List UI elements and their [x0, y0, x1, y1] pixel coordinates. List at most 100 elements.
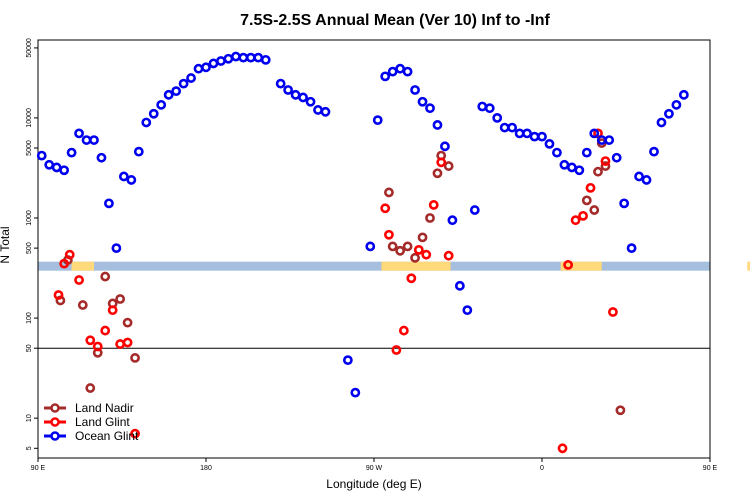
point-land-nadir — [77, 300, 88, 310]
point-ocean-glint — [507, 122, 518, 133]
point-land-glint — [384, 229, 394, 240]
point-land-nadir — [115, 294, 126, 304]
point-ocean-glint — [133, 146, 144, 157]
point-ocean-glint — [454, 280, 465, 291]
point-land-glint — [74, 275, 84, 285]
point-land-nadir — [432, 168, 443, 179]
legend-label-land-nadir: Land Nadir — [75, 401, 134, 415]
point-ocean-glint — [469, 205, 480, 215]
point-ocean-glint — [395, 63, 406, 74]
point-land-glint — [85, 335, 96, 346]
point-ocean-glint — [566, 162, 577, 173]
point-ocean-glint — [432, 120, 443, 130]
point-ocean-glint — [59, 165, 70, 176]
y-axis-label: N Total — [0, 226, 12, 263]
point-ocean-glint — [440, 141, 450, 152]
land-band-segment — [747, 261, 750, 271]
point-ocean-glint — [641, 175, 652, 185]
point-land-nadir — [443, 161, 454, 171]
point-ocean-glint — [66, 147, 77, 158]
point-land-glint — [59, 258, 70, 269]
point-land-nadir — [130, 353, 140, 363]
point-land-glint — [391, 345, 402, 355]
point-ocean-glint — [36, 150, 47, 161]
point-ocean-glint — [96, 152, 107, 163]
point-land-glint — [421, 249, 432, 260]
point-land-glint — [557, 443, 568, 454]
point-land-glint — [406, 273, 417, 284]
point-land-nadir — [600, 161, 611, 171]
point-ocean-glint — [350, 387, 361, 398]
point-ocean-glint — [589, 128, 600, 139]
land-band-segment — [560, 261, 602, 271]
point-land-glint — [608, 307, 618, 317]
point-ocean-glint — [186, 73, 196, 83]
y-tick-label: 5 — [26, 446, 33, 450]
legend-marker-land-nadir — [50, 403, 60, 413]
y-tick-label: 100 — [26, 312, 33, 324]
point-ocean-glint — [163, 89, 174, 100]
point-ocean-glint — [372, 115, 383, 126]
point-ocean-glint — [387, 66, 398, 77]
point-ocean-glint — [544, 138, 555, 149]
y-tick-label: 50000 — [26, 38, 33, 58]
point-ocean-glint — [238, 52, 249, 63]
x-tick-label: 0 — [540, 465, 544, 472]
point-land-nadir — [100, 271, 111, 282]
y-tick-label: 1000 — [26, 210, 33, 226]
point-land-nadir — [425, 213, 435, 223]
point-land-glint — [436, 157, 447, 168]
point-land-nadir — [581, 195, 592, 206]
point-ocean-glint — [51, 162, 62, 173]
point-land-nadir — [395, 245, 406, 256]
point-ocean-glint — [626, 243, 637, 254]
legend-label-ocean-glint: Ocean Glint — [75, 429, 139, 443]
legend-label-land-glint: Land Glint — [75, 415, 130, 429]
y-tick-label: 50 — [26, 344, 33, 352]
point-land-glint — [53, 290, 64, 300]
legend-marker-land-glint — [50, 417, 60, 427]
point-ocean-glint — [126, 175, 137, 185]
point-ocean-glint — [380, 71, 391, 82]
point-ocean-glint — [193, 63, 204, 74]
point-ocean-glint — [611, 152, 622, 163]
point-ocean-glint — [260, 54, 271, 65]
point-ocean-glint — [104, 198, 114, 209]
point-land-glint — [380, 203, 391, 214]
point-ocean-glint — [283, 85, 294, 95]
point-ocean-glint — [484, 103, 495, 114]
point-land-nadir — [410, 252, 420, 263]
point-ocean-glint — [552, 147, 562, 158]
point-ocean-glint — [410, 85, 420, 95]
point-ocean-glint — [245, 52, 256, 63]
legend-marker-ocean-glint — [50, 431, 60, 441]
point-ocean-glint — [492, 112, 503, 123]
data-points — [36, 51, 689, 454]
ocean-band — [38, 261, 710, 271]
y-axis: 5 10 50 100 500 1000 5000 10000 50000 — [26, 38, 38, 450]
point-ocean-glint — [514, 128, 525, 139]
point-ocean-glint — [499, 122, 510, 133]
point-ocean-glint — [216, 56, 226, 66]
x-tick-label: 90 E — [703, 465, 718, 472]
point-ocean-glint — [671, 99, 682, 110]
point-ocean-glint — [529, 131, 540, 142]
point-ocean-glint — [118, 171, 129, 182]
point-ocean-glint — [634, 171, 644, 182]
chart-title: 7.5S-2.5S Annual Mean (Ver 10) Inf to -I… — [240, 12, 550, 29]
point-land-glint — [100, 325, 111, 336]
y-tick-label: 10000 — [26, 108, 33, 128]
point-ocean-glint — [201, 62, 211, 73]
point-ocean-glint — [275, 78, 286, 89]
point-ocean-glint — [171, 86, 182, 97]
point-ocean-glint — [425, 103, 435, 114]
point-ocean-glint — [574, 165, 585, 176]
point-land-glint — [130, 428, 140, 439]
point-land-glint — [578, 210, 588, 221]
point-ocean-glint — [208, 58, 219, 69]
point-land-nadir — [593, 166, 603, 177]
point-ocean-glint — [223, 53, 234, 64]
point-ocean-glint — [148, 108, 159, 119]
point-ocean-glint — [477, 101, 488, 112]
point-land-glint — [570, 215, 581, 226]
